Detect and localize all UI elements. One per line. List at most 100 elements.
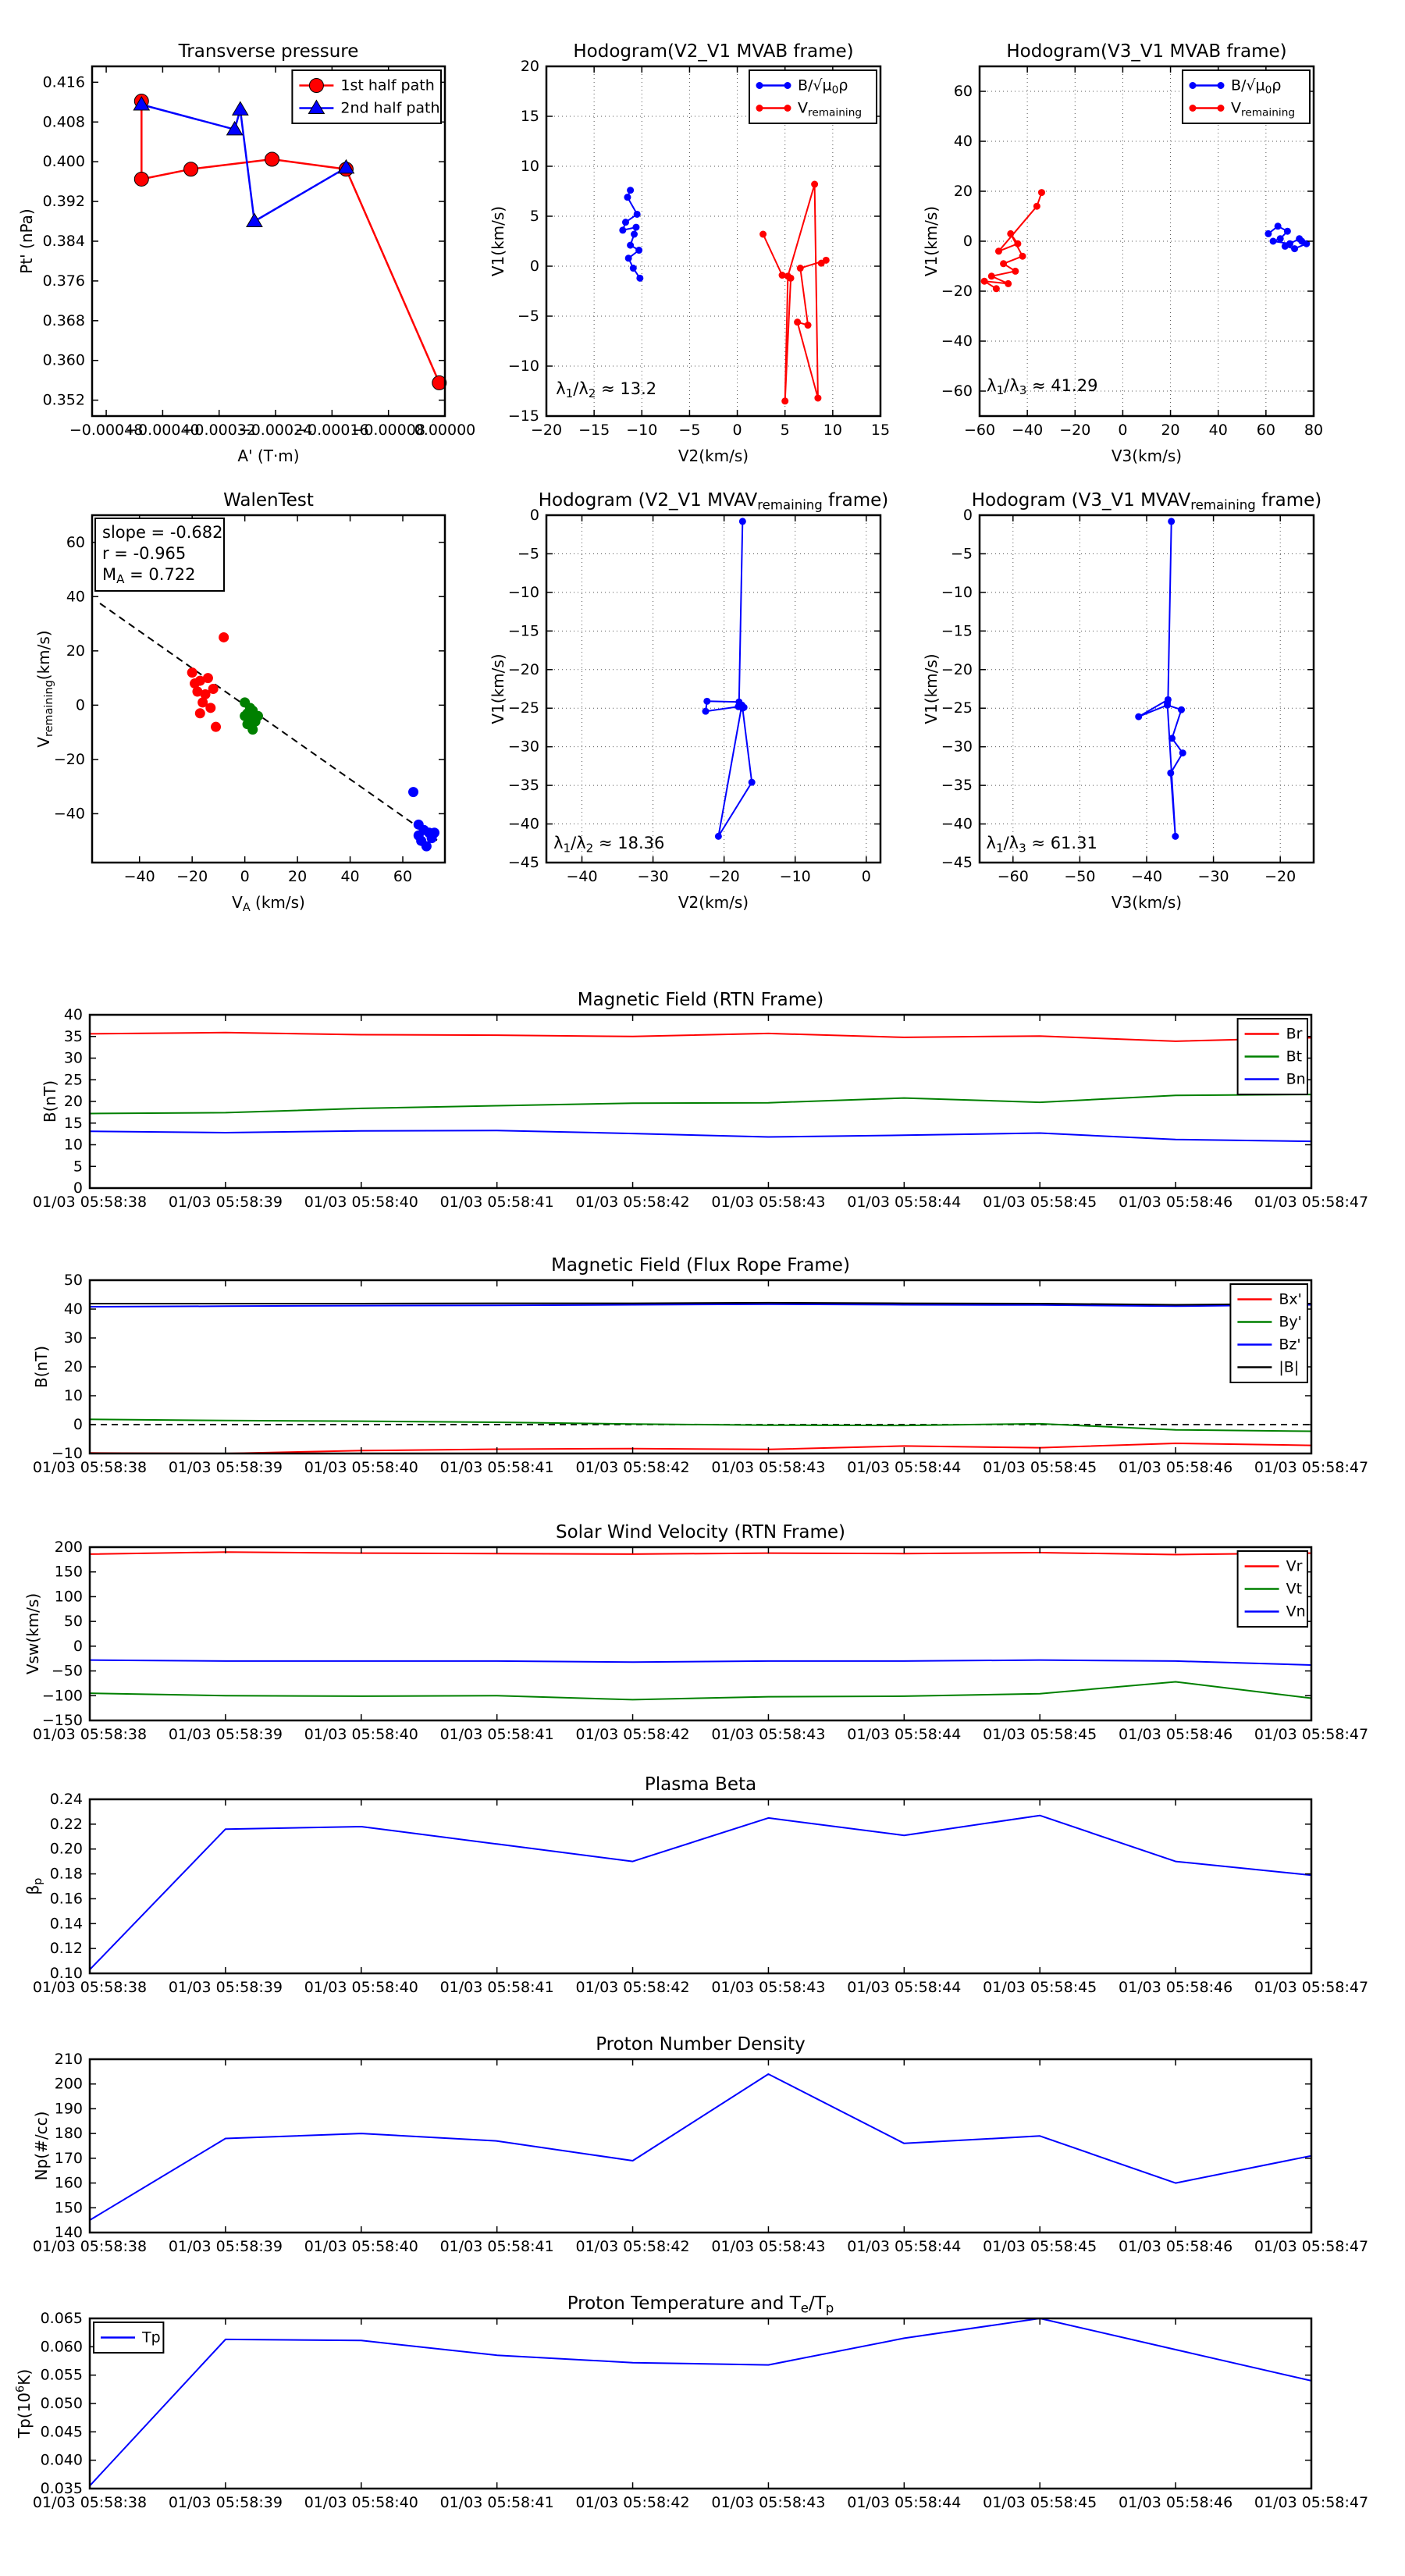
hod-v2v1-mvav-ytick-label: −40 (508, 816, 539, 833)
hod-v3v1-mvav-ytick-label: −5 (951, 545, 973, 562)
transverse-pressure-xtick-label: 0.00000 (414, 422, 476, 439)
mag-frf-legend-label: Bx' (1279, 1291, 1302, 1308)
series-Vt (89, 1681, 1312, 1701)
proton-density-xtick-label: 01/03 05:58:41 (440, 2238, 554, 2255)
mag-frf-title: Magnetic Field (Flux Rope Frame) (551, 1255, 850, 1276)
proton-temp-ytick-label: 0.060 (41, 2338, 83, 2355)
series-Bz' (89, 1303, 1312, 1308)
hod-v3v1-mvab-ytick-label: −60 (941, 382, 973, 400)
vsw-rtn-xtick-label: 01/03 05:58:39 (169, 1726, 283, 1743)
proton-density-xtick-label: 01/03 05:58:45 (983, 2238, 1097, 2255)
proton-density-axes-frame (88, 2058, 1313, 2234)
mag-rtn-ytick-label: 20 (64, 1093, 83, 1110)
hod-v3v1-mvab-legend-label: Vremaining (1231, 100, 1295, 119)
walen-test-xtick-label: 0 (240, 868, 250, 885)
hod-v3v1-mvav-xlabel: V3(km/s) (1112, 893, 1182, 912)
hod-v2v1-mvab-axes-frame (545, 65, 882, 418)
walen-test-ytick-label: 20 (66, 642, 85, 660)
series-Bn (89, 1130, 1312, 1143)
series-B hodogram (705, 521, 753, 838)
proton-density-ytick-label: 140 (55, 2224, 83, 2241)
transverse-pressure-xtick-label: −0.00016 (295, 422, 369, 439)
hod-v2v1-mvav-ytick-label: −5 (518, 545, 539, 562)
transverse-pressure-ytick-label: 0.392 (43, 193, 85, 210)
mag-rtn-ylabel: B(nT) (41, 1080, 59, 1123)
hod-v3v1-mvav-ytick-label: −30 (941, 738, 973, 756)
vsw-rtn-xtick-label: 01/03 05:58:46 (1119, 1726, 1232, 1743)
mag-rtn-xtick-label: 01/03 05:58:47 (1254, 1194, 1368, 1211)
series-Br (89, 1031, 1312, 1042)
walen-test-ylabel: Vremaining(km/s) (34, 630, 55, 747)
hod-v2v1-mvab-legend-label: B/√μ0ρ (798, 77, 848, 97)
hod-v2v1-mvab-title: Hodogram(V2_V1 MVAB frame) (573, 41, 853, 62)
hod-v2v1-mvab-xtick-label: 0 (733, 422, 742, 439)
walen-test-xlabel: VA (km/s) (232, 893, 305, 914)
hod-v2v1-mvav-xtick-label: −40 (566, 868, 597, 885)
mag-rtn-xtick-label: 01/03 05:58:44 (847, 1194, 961, 1211)
vsw-rtn-ytick-label: −150 (42, 1712, 83, 1729)
walen-test-xtick-label: −40 (124, 868, 155, 885)
plasma-beta-xtick-label: 01/03 05:58:45 (983, 1979, 1097, 1996)
plasma-beta-ytick-label: 0.18 (50, 1866, 83, 1883)
vsw-rtn-xtick-label: 01/03 05:58:45 (983, 1726, 1097, 1743)
mag-frf-ytick-label: 30 (64, 1329, 83, 1347)
walen-test-infobox-line: MA = 0.722 (102, 565, 196, 586)
mag-rtn-ytick-label: 30 (64, 1050, 83, 1067)
mag-frf-xtick-label: 01/03 05:58:39 (169, 1459, 283, 1476)
proton-temp-xtick-label: 01/03 05:58:39 (169, 2494, 283, 2511)
series-Vn (89, 1659, 1312, 1666)
hod-v2v1-mvab-xlabel: V2(km/s) (678, 447, 749, 465)
vsw-rtn-legend: Vr Vt Vn (1236, 1550, 1308, 1628)
hod-v2v1-mvav-ytick-label: −35 (508, 777, 539, 794)
hod-v2v1-mvav-ytick-label: −30 (508, 738, 539, 756)
hod-v3v1-mvav-ytick-label: −10 (941, 584, 973, 601)
vsw-rtn-xtick-label: 01/03 05:58:43 (711, 1726, 825, 1743)
hod-v2v1-mvav-xtick-label: −10 (780, 868, 811, 885)
plot-proton-temp: 01/03 05:58:38 01/03 05:58:39 01/03 05:58:… (14, 2293, 1368, 2511)
hod-v3v1-mvav-xtick-label: −40 (1131, 868, 1162, 885)
proton-density-xtick-label: 01/03 05:58:46 (1119, 2238, 1232, 2255)
mag-rtn-ytick-label: 15 (64, 1115, 83, 1132)
mag-frf-legend: Bx' By' Bz' |B| (1229, 1283, 1309, 1383)
mag-rtn-xtick-label: 01/03 05:58:43 (711, 1194, 825, 1211)
proton-temp-ytick-label: 0.045 (41, 2423, 83, 2440)
vsw-rtn-xtick-label: 01/03 05:58:44 (847, 1726, 961, 1743)
vsw-rtn-ytick-label: 100 (55, 1588, 83, 1605)
proton-density-ytick-label: 200 (55, 2076, 83, 2093)
vsw-rtn-ytick-label: 200 (55, 1539, 83, 1556)
transverse-pressure-title: Transverse pressure (178, 41, 359, 62)
proton-temp-ytick-label: 0.055 (41, 2367, 83, 2384)
proton-temp-title: Proton Temperature and Te/Tp (567, 2293, 834, 2316)
vsw-rtn-ytick-label: −100 (42, 1687, 83, 1704)
proton-density-xtick-label: 01/03 05:58:39 (169, 2238, 283, 2255)
walen-test-ytick-label: 0 (76, 696, 85, 713)
proton-density-ytick-label: 160 (55, 2175, 83, 2192)
mag-rtn-axes-frame (88, 1013, 1313, 1190)
series-1st half path (140, 101, 440, 383)
hod-v2v1-mvab-xtick-label: 10 (823, 422, 842, 439)
plot-walen-test: −40 −20 0 20 40 60 −40 −20 0 20 40 60 WalenTest VA (k… (34, 490, 446, 914)
vsw-rtn-ytick-label: 0 (73, 1638, 83, 1655)
mag-rtn-xtick-label: 01/03 05:58:40 (304, 1194, 418, 1211)
transverse-pressure-legend-label: 1st half path (340, 77, 434, 94)
transverse-pressure-xtick-label: −0.00024 (239, 422, 313, 439)
hod-v2v1-mvav-ytick-label: −20 (508, 661, 539, 678)
proton-density-xtick-label: 01/03 05:58:38 (33, 2238, 147, 2255)
mag-frf-xtick-label: 01/03 05:58:38 (33, 1459, 147, 1476)
mag-rtn-xtick-label: 01/03 05:58:41 (440, 1194, 554, 1211)
mag-frf-xtick-label: 01/03 05:58:47 (1254, 1459, 1368, 1476)
plot-proton-density: 01/03 05:58:38 01/03 05:58:39 01/03 05:58:… (32, 2034, 1368, 2255)
hod-v3v1-mvab-ytick-label: 20 (954, 183, 973, 200)
hod-v2v1-mvab-xtick-label: 15 (871, 422, 890, 439)
hod-v2v1-mvav-xtick-label: −30 (638, 868, 669, 885)
hod-v2v1-mvav-ytick-label: −45 (508, 854, 539, 871)
plot-hod-v2v1-mvab: −20 −15 −10 −5 0 5 10 15−15−10−505101520Hodogra… (489, 41, 890, 465)
mag-rtn-legend-label: Bn (1286, 1071, 1306, 1088)
plot-vsw-rtn: 01/03 05:58:38 01/03 05:58:39 01/03 05:58:… (23, 1522, 1368, 1743)
mag-rtn-legend: Br Bt Bn (1236, 1018, 1308, 1095)
transverse-pressure-xtick-label: −0.00048 (69, 422, 144, 439)
walen-test-xtick-label: 20 (288, 868, 307, 885)
vsw-rtn-legend-label: Vn (1286, 1603, 1306, 1621)
hod-v2v1-mvab-xtick-label: 5 (781, 422, 790, 439)
plasma-beta-ytick-label: 0.12 (50, 1940, 83, 1957)
